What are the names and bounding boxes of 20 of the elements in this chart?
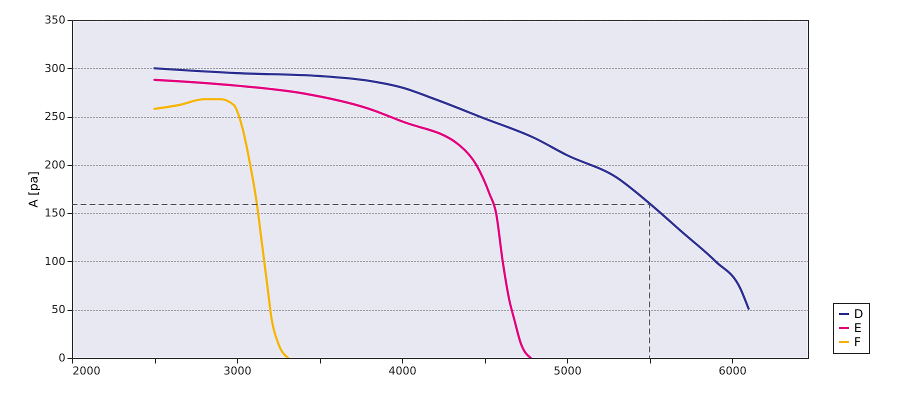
legend-label: E — [854, 321, 862, 335]
y-tick-label: 200 — [44, 158, 66, 172]
y-tick-label: 350 — [44, 14, 66, 26]
x-tick-label: 5000 — [554, 364, 582, 378]
line-series — [153, 98, 290, 358]
x-tick-label: 2000 — [72, 364, 100, 378]
y-tick-label: 150 — [44, 206, 66, 220]
y-tick-label: 50 — [52, 303, 66, 316]
line-series — [153, 67, 750, 310]
legend-label: F — [854, 335, 861, 349]
legend-label: D — [854, 307, 864, 321]
y-tick-label: 100 — [44, 254, 66, 268]
y-axis-title: A [pa] — [26, 171, 41, 208]
y-tick-label: 300 — [44, 62, 66, 75]
y-tick-label: 250 — [44, 110, 66, 124]
x-tick-label: 3000 — [224, 364, 252, 378]
y-tick-label: 0 — [58, 352, 66, 364]
line-series — [153, 78, 532, 358]
x-tick-label: 4000 — [388, 364, 417, 378]
x-tick-label: 6000 — [718, 364, 747, 378]
